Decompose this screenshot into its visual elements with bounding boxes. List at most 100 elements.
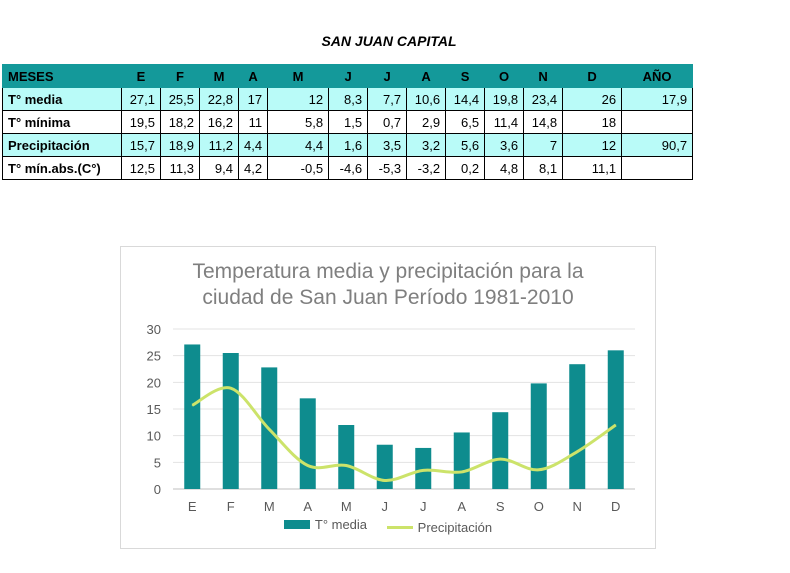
bar	[338, 425, 355, 489]
y-tick-label: 0	[154, 482, 161, 497]
table-cell: 22,8	[199, 87, 239, 111]
table-cell: 5,6	[445, 133, 486, 157]
x-tick-label: M	[341, 499, 352, 514]
table-cell: 4,8	[484, 156, 525, 180]
bar	[453, 432, 470, 489]
precipitation-line	[191, 386, 617, 482]
table-cell: 11,2	[199, 133, 239, 157]
table-cell: 15,7	[121, 133, 161, 157]
table-cell: 4,4	[237, 133, 269, 157]
table-cell: -4,6	[328, 156, 369, 180]
bar	[415, 447, 432, 489]
chart-container: Temperatura media y precipitación para l…	[120, 246, 656, 549]
table-cell: 4,4	[267, 133, 330, 157]
bar	[376, 444, 393, 489]
line-point	[384, 479, 386, 481]
table-cell: 2,9	[406, 110, 447, 134]
table-cell: 7,7	[367, 87, 408, 111]
table-cell: 18,2	[160, 110, 200, 134]
y-tick-label: 20	[147, 375, 161, 390]
line-point	[576, 451, 578, 453]
x-tick-label: M	[264, 499, 275, 514]
x-tick-label: A	[457, 499, 466, 514]
bar	[299, 398, 316, 489]
table-row: T° media 27,1 25,5 22,8 17 12 8,3 7,7 10,6 14,4 19…	[2, 87, 694, 111]
x-tick-label: A	[303, 499, 312, 514]
line-point	[538, 469, 540, 471]
table-cell: -5,3	[367, 156, 408, 180]
header-cell: J	[328, 64, 369, 88]
bar	[222, 353, 239, 489]
legend-swatch-bar	[283, 520, 310, 529]
table-cell: 12	[562, 133, 623, 157]
table-cell: 12,5	[121, 156, 161, 180]
bar	[530, 383, 547, 489]
table-row: T° mín.abs.(C°) 12,5 11,3 9,4 4,2 -0,5 -4,6 -5,…	[2, 156, 694, 180]
table-cell: 8,1	[523, 156, 564, 180]
legend-item-line: Precipitación	[386, 520, 493, 535]
header-cell: F	[160, 64, 200, 88]
table-cell: -3,2	[406, 156, 447, 180]
y-tick-label: 5	[154, 455, 161, 470]
chart-plot: 0 5 10 15 20 25 30 E F M A M J J A S O N D	[147, 322, 635, 514]
x-tick-label: J	[382, 499, 389, 514]
table-cell: 25,5	[160, 87, 200, 111]
row-label: T° mínima	[2, 110, 122, 134]
table-cell: 12	[267, 87, 330, 111]
row-label: T° mín.abs.(C°)	[2, 156, 122, 180]
y-tick-label: 25	[147, 349, 161, 364]
table-cell: 18	[562, 110, 623, 134]
table-cell: 14,4	[445, 87, 486, 111]
x-tick-label: D	[611, 499, 620, 514]
legend-item-bar: T° media	[283, 517, 368, 532]
table-cell: 3,2	[406, 133, 447, 157]
bar	[184, 344, 201, 489]
x-tick-label: F	[227, 499, 235, 514]
table-cell: 10,6	[406, 87, 447, 111]
x-tick-label: J	[420, 499, 427, 514]
table-cell: 5,8	[267, 110, 330, 134]
legend-swatch-line	[386, 526, 413, 529]
table-cell: 27,1	[121, 87, 161, 111]
x-tick-label: E	[188, 499, 197, 514]
table-cell: 19,5	[121, 110, 161, 134]
table-cell: 23,4	[523, 87, 564, 111]
table-cell: 4,2	[237, 156, 269, 180]
row-label: T° media	[2, 87, 122, 111]
line-point	[615, 424, 617, 426]
table-cell: 11	[237, 110, 269, 134]
header-cell: S	[445, 64, 486, 88]
table-cell: 1,5	[328, 110, 369, 134]
line-point	[422, 469, 424, 471]
y-tick-label: 15	[147, 402, 161, 417]
table-cell: 11,4	[484, 110, 525, 134]
header-cell: O	[484, 64, 525, 88]
header-cell: A	[237, 64, 269, 88]
x-tick-label: N	[573, 499, 582, 514]
chart-legend: T° media Precipitación	[121, 517, 655, 535]
table-cell: 1,6	[328, 133, 369, 157]
y-tick-label: 30	[147, 322, 161, 337]
header-cell: N	[523, 64, 564, 88]
table-cell: 18,9	[160, 133, 200, 157]
table-cell: -0,5	[267, 156, 330, 180]
legend-label-bar: T° media	[314, 517, 368, 532]
bar	[492, 412, 509, 489]
row-label: Precipitación	[2, 133, 122, 157]
line-point	[461, 471, 463, 473]
table-cell: 8,3	[328, 87, 369, 111]
bar	[569, 364, 586, 489]
legend-label-line: Precipitación	[417, 520, 493, 535]
header-cell: D	[562, 64, 623, 88]
table-cell: 90,7	[621, 133, 694, 157]
table-title: SAN JUAN CAPITAL	[321, 33, 457, 49]
header-cell: A	[406, 64, 447, 88]
table-cell: 9,4	[199, 156, 239, 180]
line-point	[230, 387, 232, 389]
table-cell	[621, 110, 694, 134]
table-cell: 16,2	[199, 110, 239, 134]
table-cell: 17,9	[621, 87, 694, 111]
table-cell: 17	[237, 87, 269, 111]
header-cell: J	[367, 64, 408, 88]
table-cell: 26	[562, 87, 623, 111]
